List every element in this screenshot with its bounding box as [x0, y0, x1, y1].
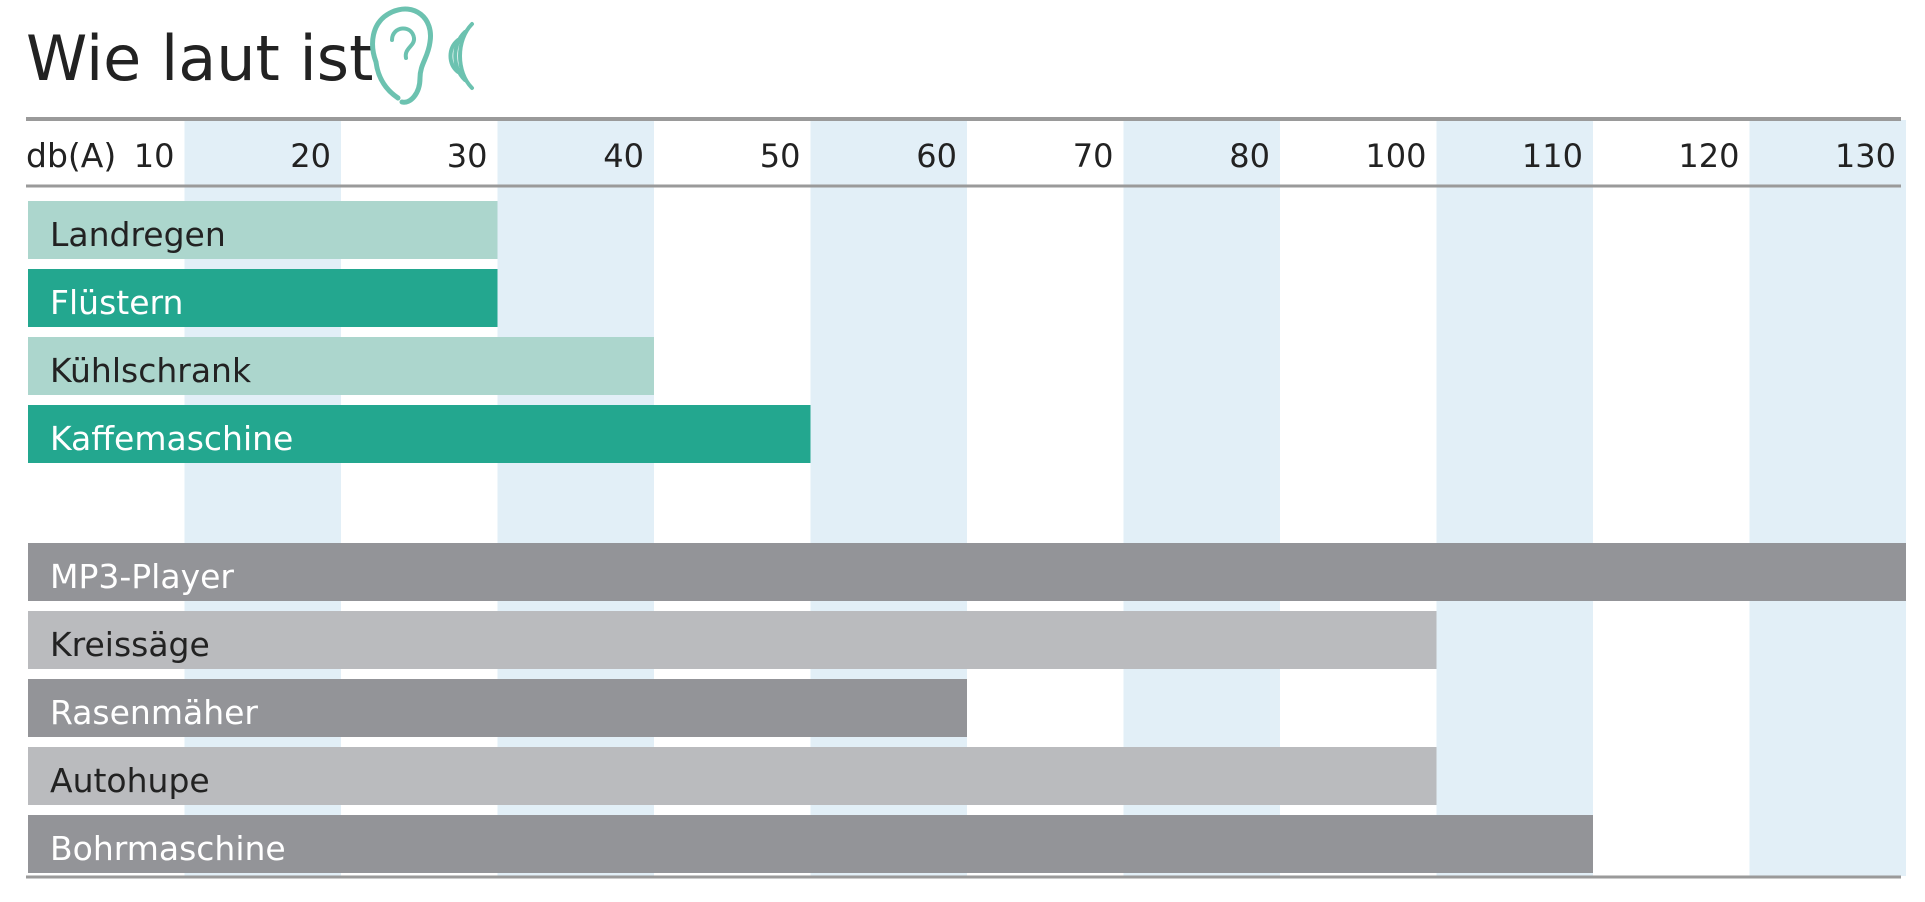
bars: Landregen Flüstern Kühlschrank Kaffemaschin…	[28, 201, 1906, 873]
ear-inner	[390, 26, 417, 60]
tick-label: 110	[1522, 137, 1583, 175]
bar-label: MP3-Player	[50, 557, 234, 596]
tick-label: 120	[1678, 137, 1739, 175]
bar-label: Kühlschrank	[50, 351, 252, 390]
tick-label: 10	[134, 137, 175, 175]
bar-label: Landregen	[50, 215, 226, 254]
column-bands	[184, 120, 1906, 876]
bar	[28, 679, 967, 737]
tick-label: 100	[1365, 137, 1426, 175]
tick-labels: 10 20 30 40 50 60 70 80 100 110 120 130	[134, 137, 1896, 175]
bar	[28, 405, 811, 463]
ear-sound-icon	[370, 6, 474, 105]
column-band	[1749, 120, 1906, 876]
bar	[28, 269, 498, 327]
bar-label: Kaffemaschine	[50, 419, 293, 458]
bar	[28, 201, 498, 259]
bar-label: Bohrmaschine	[50, 829, 286, 868]
tick-label: 20	[290, 137, 331, 175]
tick-label: 70	[1073, 137, 1114, 175]
tick-label: 60	[916, 137, 957, 175]
bar	[28, 611, 1437, 669]
column-band	[1436, 120, 1593, 876]
chart-title: Wie laut ist	[26, 22, 373, 95]
tick-label: 40	[603, 137, 644, 175]
bar-label: Kreissäge	[50, 625, 210, 664]
sound-wave	[458, 22, 474, 90]
bar	[28, 747, 1437, 805]
tick-label: 30	[447, 137, 488, 175]
bar-label: Flüstern	[50, 283, 183, 322]
bar-label: Rasenmäher	[50, 693, 258, 732]
tick-label: 130	[1835, 137, 1896, 175]
bar	[28, 543, 1906, 601]
bar	[28, 337, 654, 395]
tick-label: 50	[760, 137, 801, 175]
bar-label: Autohupe	[50, 761, 210, 800]
tick-label: 80	[1229, 137, 1270, 175]
bar	[28, 815, 1593, 873]
unit-label: db(A)	[26, 136, 116, 175]
ear-outline	[370, 6, 433, 105]
